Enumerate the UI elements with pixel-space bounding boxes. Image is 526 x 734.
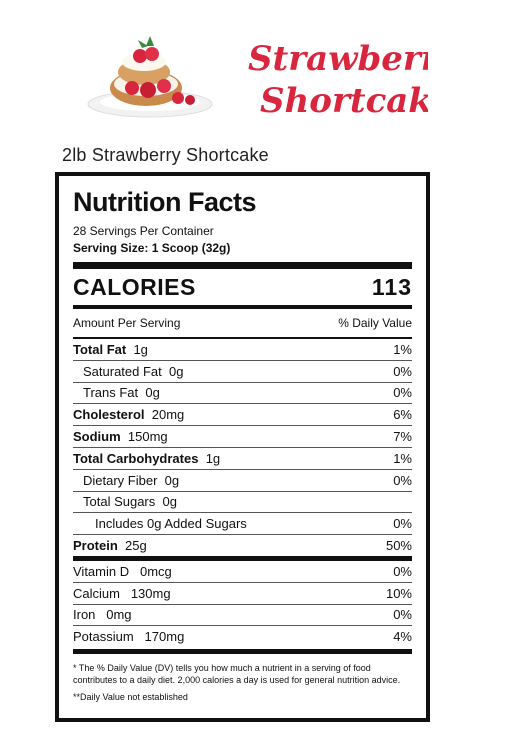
nutrient-name: Sodium	[73, 429, 121, 445]
nutrient-amount: 1g	[133, 341, 148, 357]
daily-value-footnote: * The % Daily Value (DV) tells you how m…	[73, 663, 401, 686]
nutrient-amount: 0g	[145, 385, 160, 401]
vitamin-row: Potassium 170mg 4%	[73, 626, 412, 647]
nutrient-dv: 0%	[393, 363, 412, 379]
nutrient-row: Total Fat 1g 1%	[73, 339, 412, 361]
amount-per-serving: Amount Per Serving	[73, 316, 181, 330]
vitamin-name: Vitamin D	[73, 563, 130, 579]
divider	[73, 649, 412, 655]
nutrition-facts-title: Nutrition Facts	[73, 187, 257, 217]
divider	[73, 555, 412, 561]
nutrient-dv: 0%	[393, 385, 412, 401]
nutrient-name: Cholesterol	[73, 407, 145, 423]
nutrient-row: Total Carbohydrates 1g 1%	[73, 448, 412, 470]
nutrient-row: Trans Fat 0g 0%	[73, 383, 412, 405]
nutrient-dv: 50%	[385, 538, 412, 554]
nutrient-dv: 1%	[393, 450, 412, 466]
vitamin-row: Vitamin D 0mcg 0%	[73, 561, 412, 583]
serving-size: Serving Size: 1 Scoop (32g)	[73, 241, 231, 255]
product-title: 2lb Strawberry Shortcake	[62, 145, 269, 165]
nutrient-amount: 20mg	[151, 407, 185, 423]
nutrient-amount: 0g	[164, 472, 180, 488]
nutrient-name: Trans Fat	[83, 385, 139, 401]
vitamin-name: Calcium	[73, 585, 120, 601]
nutrition-label: Nutrition Facts 28 Servings Per Containe…	[55, 172, 430, 722]
vitamin-list: Vitamin D 0mcg 0% Calcium 130mg 10% Iron…	[73, 561, 412, 647]
nutrient-row: Dietary Fiber 0g 0%	[73, 470, 412, 492]
nutrient-name: Total Sugars	[83, 494, 156, 510]
vitamin-row: Calcium 130mg 10%	[73, 583, 412, 605]
vitamin-amount: 0mcg	[139, 563, 172, 579]
calories-label: CALORIES	[73, 273, 196, 300]
daily-value-header: % Daily Value	[338, 316, 412, 330]
vitamin-dv: 10%	[385, 585, 412, 601]
vitamin-dv: 0%	[393, 563, 412, 579]
nutrient-name: Saturated Fat	[83, 363, 162, 379]
vitamin-name: Iron	[73, 607, 96, 623]
nutrient-dv: 0%	[393, 516, 412, 532]
nutrient-row: Protein 25g 50%	[73, 535, 412, 556]
nutrient-amount: 150mg	[127, 429, 168, 445]
nutrient-dv: 7%	[393, 429, 412, 445]
nutrient-amount: 1g	[205, 450, 221, 466]
nutrient-amount: 25g	[125, 538, 147, 554]
vitamin-dv: 4%	[393, 629, 412, 645]
nutrient-amount: 0g	[162, 494, 177, 510]
brand-logo: Strawberry Shortcake	[238, 30, 464, 126]
nutrient-name: Total Fat	[73, 341, 127, 357]
nutrient-name: Includes 0g Added Sugars	[95, 516, 247, 532]
nutrient-row: Includes 0g Added Sugars 0%	[73, 513, 412, 536]
divider	[73, 262, 412, 269]
nutrient-name: Total Carbohydrates	[73, 450, 199, 466]
nutrient-dv: 1%	[393, 341, 412, 357]
vitamin-amount: 130mg	[130, 585, 171, 601]
calories-value: 113	[371, 273, 412, 300]
servings-per-container: 28 Servings Per Container	[73, 224, 214, 238]
nutrient-dv: 6%	[393, 407, 412, 423]
vitamin-row: Iron 0mg 0%	[73, 605, 412, 627]
nutrient-name: Protein	[73, 538, 118, 554]
nutrient-row: Cholesterol 20mg 6%	[73, 404, 412, 427]
amount-header-row: Amount Per Serving % Daily Value	[73, 309, 412, 339]
nutrient-dv: 0%	[393, 472, 412, 488]
vitamin-amount: 170mg	[144, 629, 185, 645]
logo-line2: Shortcake	[260, 81, 428, 121]
nutrient-row: Saturated Fat 0g 0%	[73, 361, 412, 383]
nutrient-name: Dietary Fiber	[83, 472, 158, 488]
nutrient-row: Sodium 150mg 7%	[73, 426, 412, 448]
vitamin-amount: 0mg	[106, 607, 132, 623]
dessert-image	[86, 28, 218, 124]
vitamin-name: Potassium	[73, 629, 134, 645]
calories-row: CALORIES 113	[73, 269, 412, 309]
nutrient-list: Total Fat 1g 1% Saturated Fat 0g 0% Tran…	[73, 339, 412, 556]
nutrient-row: Total Sugars 0g	[73, 492, 412, 514]
not-established-footnote: **Daily Value not established	[73, 692, 188, 703]
nutrient-amount: 0g	[169, 363, 184, 379]
vitamin-dv: 0%	[393, 607, 412, 623]
logo-line1: Strawberry	[248, 39, 428, 79]
